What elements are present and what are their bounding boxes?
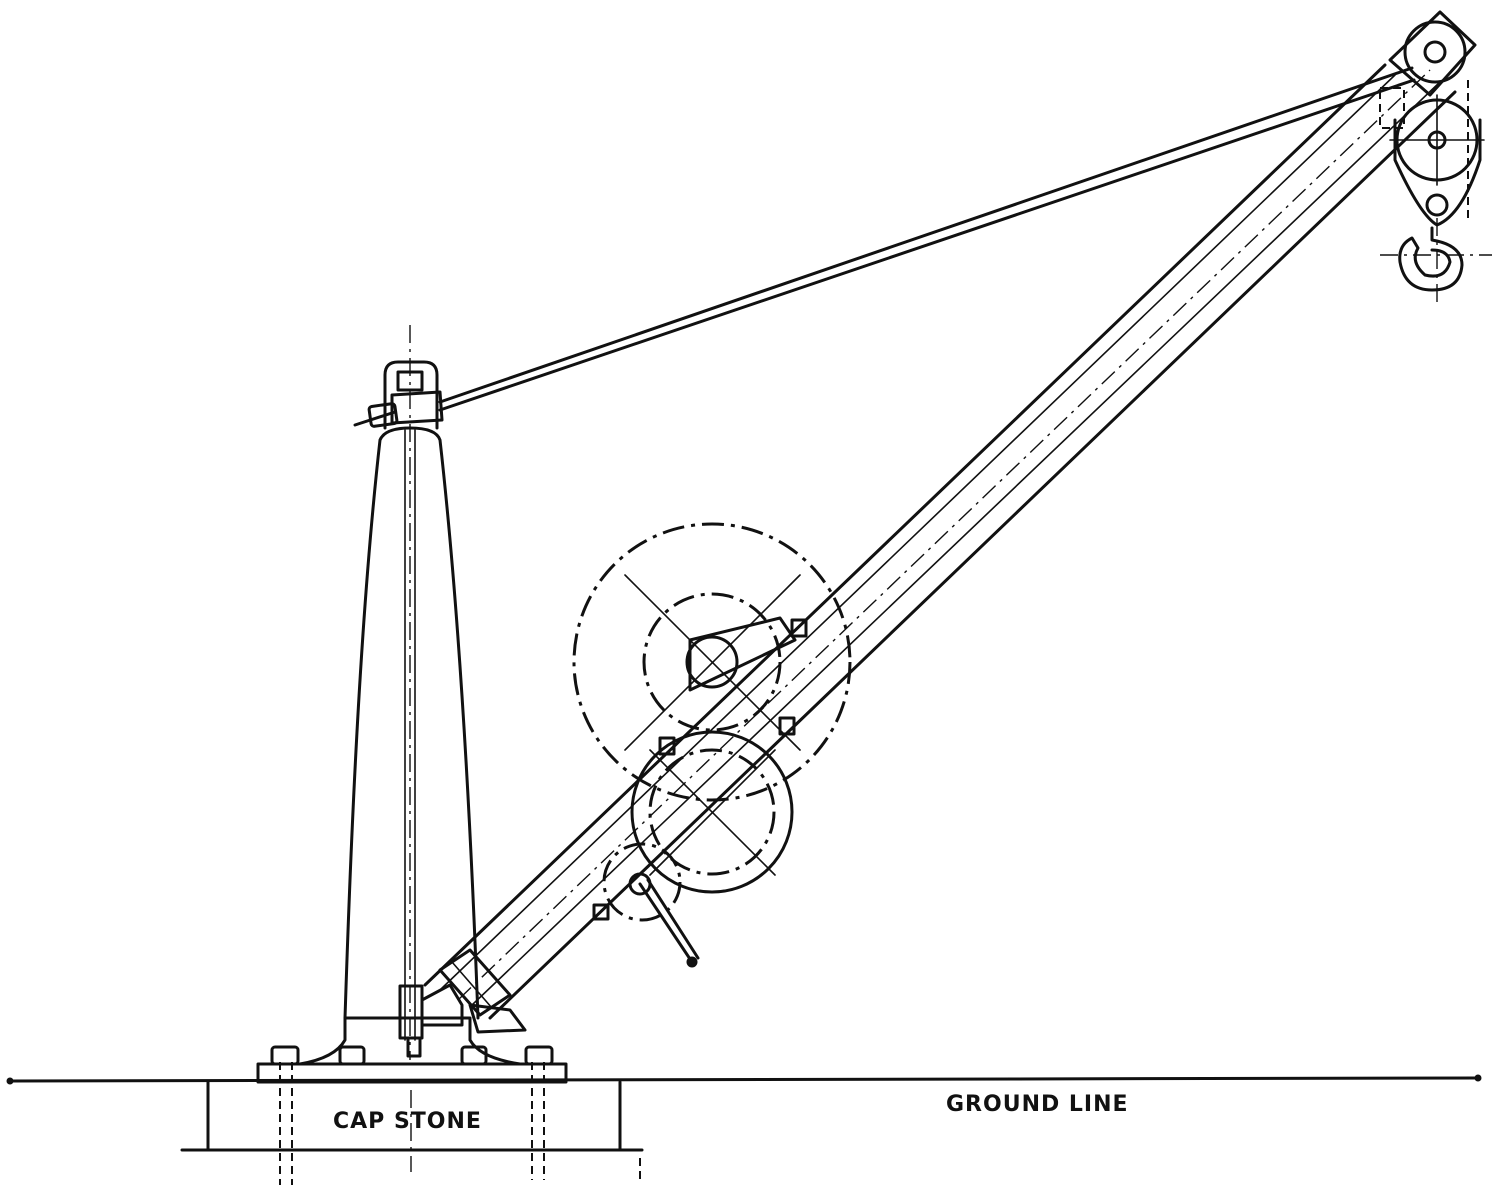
large-gear <box>572 522 852 802</box>
crank-pinion <box>592 842 700 968</box>
ground-line <box>6 1074 1482 1085</box>
boom <box>423 63 1457 1020</box>
ground-line-label: GROUND LINE <box>946 1092 1129 1117</box>
boom-tip-block <box>1379 10 1477 129</box>
tie-rod <box>438 66 1416 412</box>
hook-block <box>1389 80 1485 227</box>
drum-gear <box>630 618 808 894</box>
cap-stone-label: CAP STONE <box>333 1109 482 1134</box>
boom-heel <box>398 983 527 1058</box>
mast-head <box>353 360 444 430</box>
base-plate <box>256 1016 568 1084</box>
cap-stone <box>180 1080 644 1180</box>
mast <box>343 325 480 1060</box>
crane-hook <box>1380 218 1492 305</box>
